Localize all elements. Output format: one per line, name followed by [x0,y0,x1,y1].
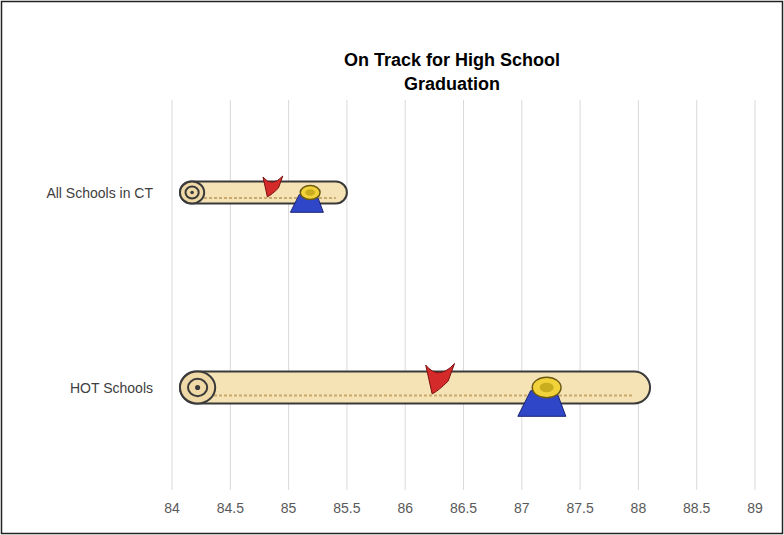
grid-line [405,100,406,490]
scroll-roll [180,372,215,404]
grid-line [346,100,347,490]
grid-line [288,100,289,490]
bars [180,176,650,416]
category-label: HOT Schools [70,380,153,396]
bar [180,372,650,404]
tick-label: 88 [631,500,647,516]
scroll-texture [204,395,634,397]
tick-label: 87 [514,500,530,516]
tick-label: 89 [747,500,763,516]
medal [540,383,554,393]
tick-label: 84 [164,500,180,516]
tick-label: 87.5 [566,500,593,516]
scroll-roll [190,191,194,195]
scroll-ribbon [263,176,283,197]
grid-line [638,100,639,490]
medal [305,189,315,196]
grid-line [580,100,581,490]
grid-line [696,100,697,490]
medal [300,185,320,199]
medal [532,377,561,397]
grid-line [463,100,464,490]
tick-label: 86 [397,500,413,516]
tick-label: 85 [281,500,297,516]
scroll-roll [188,379,207,396]
title-line: On Track for High School [344,50,560,70]
scroll-ribbon [426,364,455,394]
tick-label: 88.5 [683,500,710,516]
tick-label: 86.5 [450,500,477,516]
grid-line [172,100,173,490]
grid-line [755,100,756,490]
scroll-roll [180,182,204,204]
category-label: All Schools in CT [46,185,153,201]
chart-frame [2,2,783,534]
tick-label: 84.5 [217,500,244,516]
grid-line [521,100,522,490]
scroll-roll [186,187,199,199]
tick-label: 85.5 [333,500,360,516]
title-line: Graduation [404,74,500,94]
chart-title: On Track for High School Graduation [344,50,560,94]
grid-line [230,100,231,490]
chart: 84 84.5 85 85.5 86 86.5 87 87.5 88 88.5 89 On Track… [0,0,784,535]
scroll-roll [195,385,200,390]
bar [180,182,347,204]
